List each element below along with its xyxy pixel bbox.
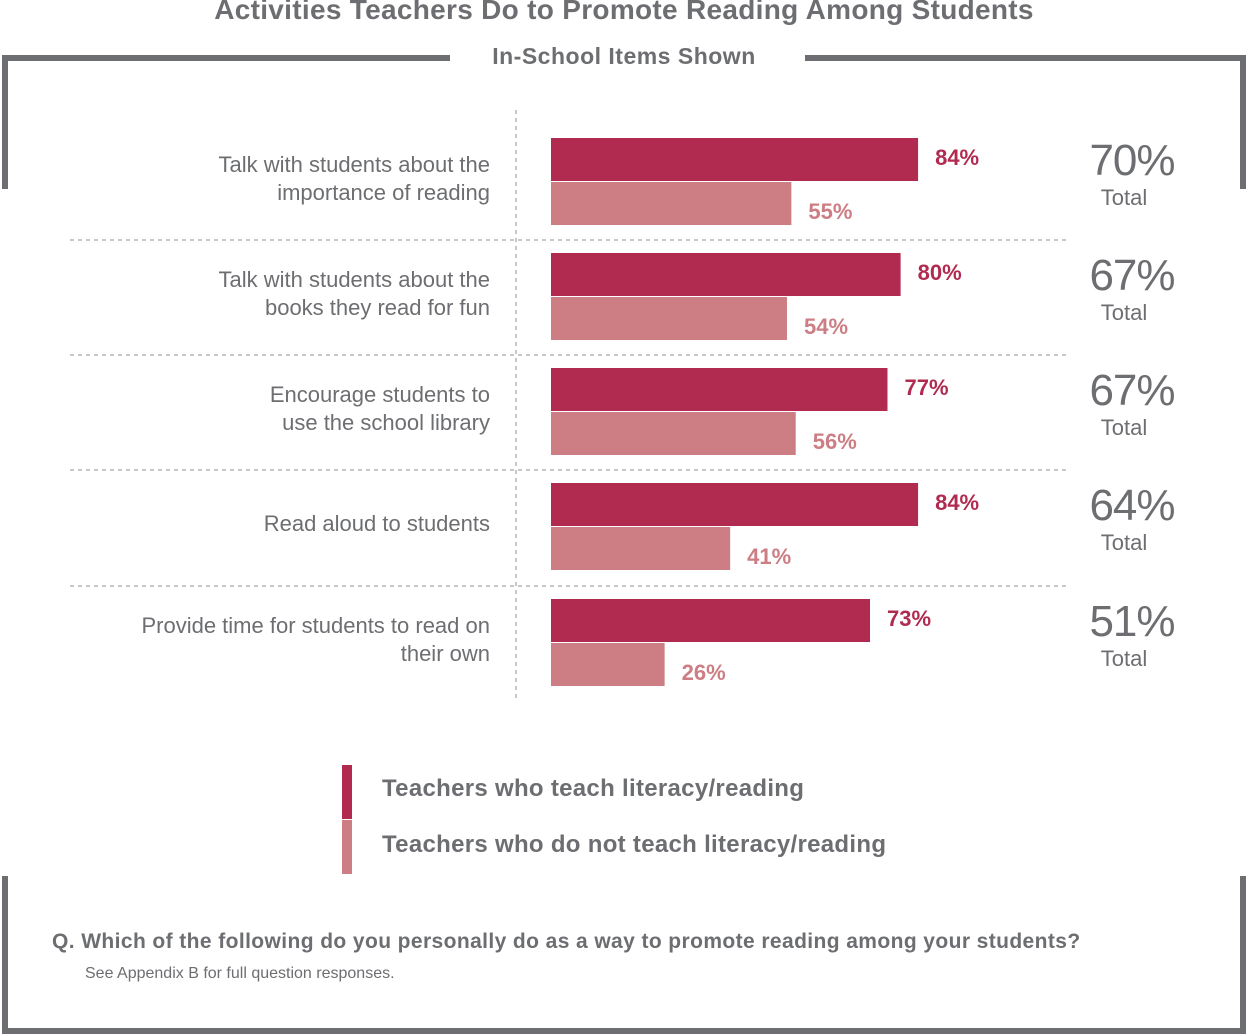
bar-literacy <box>551 368 888 411</box>
total-word: Total <box>1100 646 1148 671</box>
bar-literacy <box>551 253 901 296</box>
frame-left-upper <box>2 55 8 189</box>
bar-value-label: 73% <box>887 606 931 631</box>
frame-left-lower <box>2 876 8 1034</box>
category-label: Encourage students to use the school libr… <box>50 381 490 437</box>
category-label: Provide time for students to read on thei… <box>50 612 490 668</box>
total-word: Total <box>1100 185 1148 210</box>
bar-non-literacy <box>551 527 731 570</box>
bar-value-label: 41% <box>747 544 791 569</box>
frame-top-left <box>2 55 450 61</box>
category-label-line: importance of reading <box>277 180 490 205</box>
category-label-line: Provide time for students to read on <box>141 613 490 638</box>
legend-label-non-literacy: Teachers who do not teach literacy/readi… <box>382 831 887 858</box>
bar-value-label: 80% <box>918 260 962 285</box>
bar-value-label: 84% <box>935 490 979 515</box>
category-label: Read aloud to students <box>50 510 490 538</box>
total-percent: 67% <box>1089 251 1175 300</box>
frame-right-lower <box>1240 876 1246 1034</box>
survey-question: Q. Which of the following do you persona… <box>52 930 1081 953</box>
bar-value-label: 55% <box>808 199 852 224</box>
total-percent: 64% <box>1089 481 1175 530</box>
frame-top-right <box>805 55 1246 61</box>
bar-value-label: 54% <box>804 314 848 339</box>
total-word: Total <box>1100 300 1148 325</box>
category-label: Talk with students about the books they r… <box>50 266 491 322</box>
category-label-line: Read aloud to students <box>263 511 490 536</box>
total-percent: 67% <box>1089 366 1175 415</box>
total-word: Total <box>1100 530 1148 555</box>
category-label: Talk with students about the importance o… <box>50 151 491 207</box>
bar-literacy <box>551 138 919 181</box>
legend-swatch-non-literacy <box>342 820 352 874</box>
appendix-note: See Appendix B for full question respons… <box>85 965 395 982</box>
legend-label-literacy: Teachers who teach literacy/reading <box>382 775 805 802</box>
bar-non-literacy <box>551 297 787 340</box>
bar-value-label: 26% <box>682 660 726 685</box>
category-label-line: their own <box>400 641 490 666</box>
chart-subtitle: In-School Items Shown <box>492 43 756 69</box>
bar-non-literacy <box>551 182 792 225</box>
bar-non-literacy <box>551 643 665 686</box>
total-percent: 70% <box>1089 136 1175 185</box>
category-label-line: use the school library <box>282 410 490 435</box>
frame-right-upper <box>1240 55 1246 189</box>
bar-value-label: 84% <box>935 145 979 170</box>
total-word: Total <box>1100 415 1148 440</box>
bar-literacy <box>551 599 871 642</box>
category-label-line: Talk with students about the <box>218 267 491 292</box>
bar-non-literacy <box>551 412 796 455</box>
bar-value-label: 77% <box>904 375 948 400</box>
category-label-line: Encourage students to <box>269 382 490 407</box>
legend-swatch-literacy <box>342 765 352 819</box>
category-label-line: books they read for fun <box>264 295 490 320</box>
category-label-line: Talk with students about the <box>218 152 491 177</box>
total-percent: 51% <box>1089 597 1175 646</box>
bar-literacy <box>551 483 919 526</box>
chart-title: Activities Teachers Do to Promote Readin… <box>214 0 1034 25</box>
bar-value-label: 56% <box>813 429 857 454</box>
frame-bottom <box>2 1028 1246 1034</box>
